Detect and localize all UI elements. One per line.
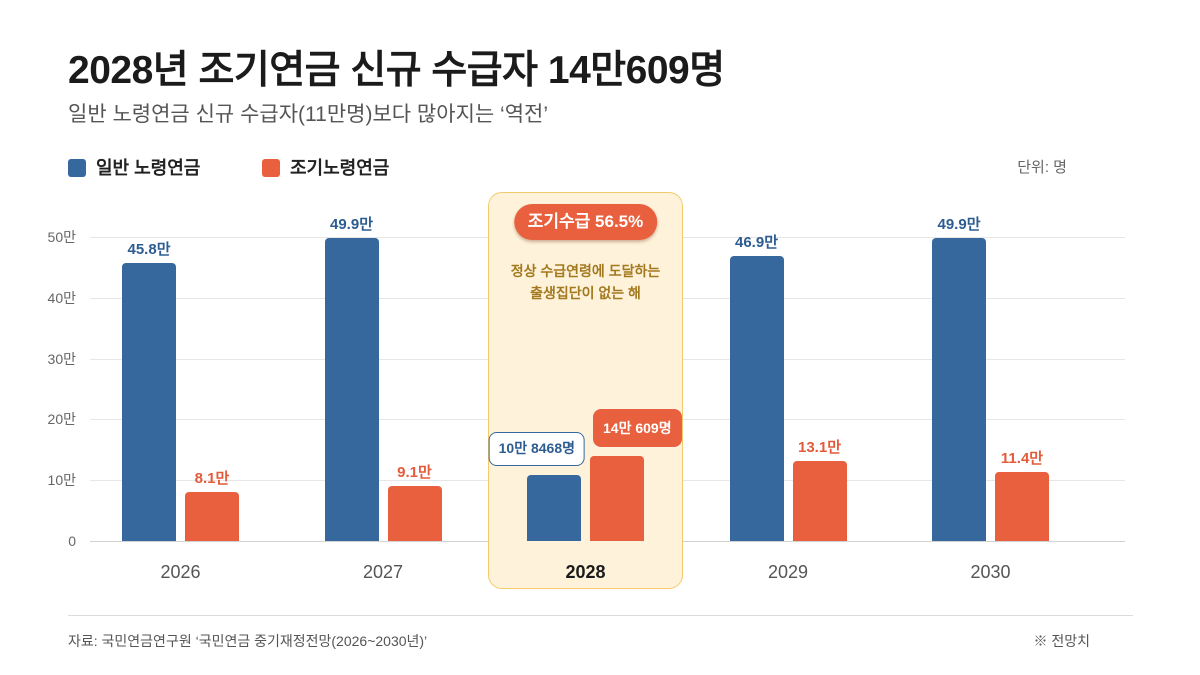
early-claim-ratio-badge: 조기수급 56.5%: [513, 204, 658, 240]
y-tick-label: 10만: [47, 472, 76, 489]
y-tick-label: 40만: [47, 289, 76, 306]
legend-item-early-pension: 조기노령연금: [262, 156, 389, 180]
value-label-early-pension-2026: 8.1만: [194, 469, 230, 487]
forecast-note: ※ 전망치: [1033, 633, 1090, 649]
value-label-general-pension-2028: 10만 8468명: [488, 432, 585, 467]
value-label-early-pension-2028: 14만 609명: [593, 408, 682, 447]
legend-label-early-pension: 조기노령연금: [290, 158, 390, 178]
value-label-general-pension-2030: 49.9만: [937, 215, 981, 233]
bar-general-pension-2030: [932, 237, 986, 541]
value-label-early-pension-2030: 11.4만: [1000, 449, 1044, 467]
footer-divider: [68, 615, 1133, 616]
value-label-general-pension-2029: 46.9만: [735, 233, 778, 251]
legend-item-general-pension: 일반 노령연금: [68, 156, 200, 180]
legend-swatch-general-pension: [68, 159, 86, 177]
value-label-early-pension-2029: 13.1만: [798, 439, 841, 457]
unit-label: 단위: 명: [1017, 159, 1067, 176]
y-tick-label: 0: [68, 533, 76, 549]
y-tick-label: 20만: [47, 411, 76, 428]
bar-early-pension-2028: [590, 455, 644, 541]
highlight-note-line-1: 정상 수급연령에 도달하는: [510, 263, 661, 279]
legend-swatch-early-pension: [262, 159, 280, 177]
bar-early-pension-2030: [995, 471, 1049, 541]
bar-general-pension-2026: [122, 262, 176, 541]
value-label-general-pension-2026: 45.8만: [127, 240, 171, 258]
highlight-panel-2028: 조기수급 56.5% 정상 수급연령에 도달하는 출생집단이 없는 해: [488, 192, 683, 589]
y-tick-label: 30만: [47, 350, 76, 367]
legend-label-general-pension: 일반 노령연금: [96, 158, 201, 178]
y-tick-label: 50만: [47, 229, 76, 245]
bar-early-pension-2027: [387, 485, 442, 541]
page-title: 2028년 조기연금 신규 수급자 14만609명: [68, 49, 725, 92]
value-label-general-pension-2027: 49.9만: [330, 215, 373, 233]
source-note: 자료: 국민연금연구원 ‘국민연금 중기재정전망(2026~2030년)’: [68, 633, 428, 649]
highlight-note-line-2: 출생집단이 없는 해: [530, 285, 641, 301]
x-tick-label-2027: 2027: [362, 562, 404, 582]
value-label-early-pension-2027: 9.1만: [397, 463, 432, 481]
bar-general-pension-2028: [527, 475, 581, 541]
bar-early-pension-2026: [185, 491, 239, 541]
x-tick-label-2026: 2026: [160, 562, 201, 582]
x-tick-label-2028: 2028: [565, 562, 606, 582]
x-tick-label-2029: 2029: [767, 562, 809, 582]
bar-general-pension-2029: [729, 255, 784, 541]
bar-early-pension-2029: [792, 461, 847, 541]
page-subtitle: 일반 노령연금 신규 수급자(11만명)보다 많아지는 ‘역전’: [68, 103, 549, 126]
x-tick-label-2030: 2030: [970, 562, 1011, 582]
highlight-note: 정상 수급연령에 도달하는 출생집단이 없는 해: [489, 260, 682, 304]
bar-general-pension-2027: [324, 237, 379, 541]
